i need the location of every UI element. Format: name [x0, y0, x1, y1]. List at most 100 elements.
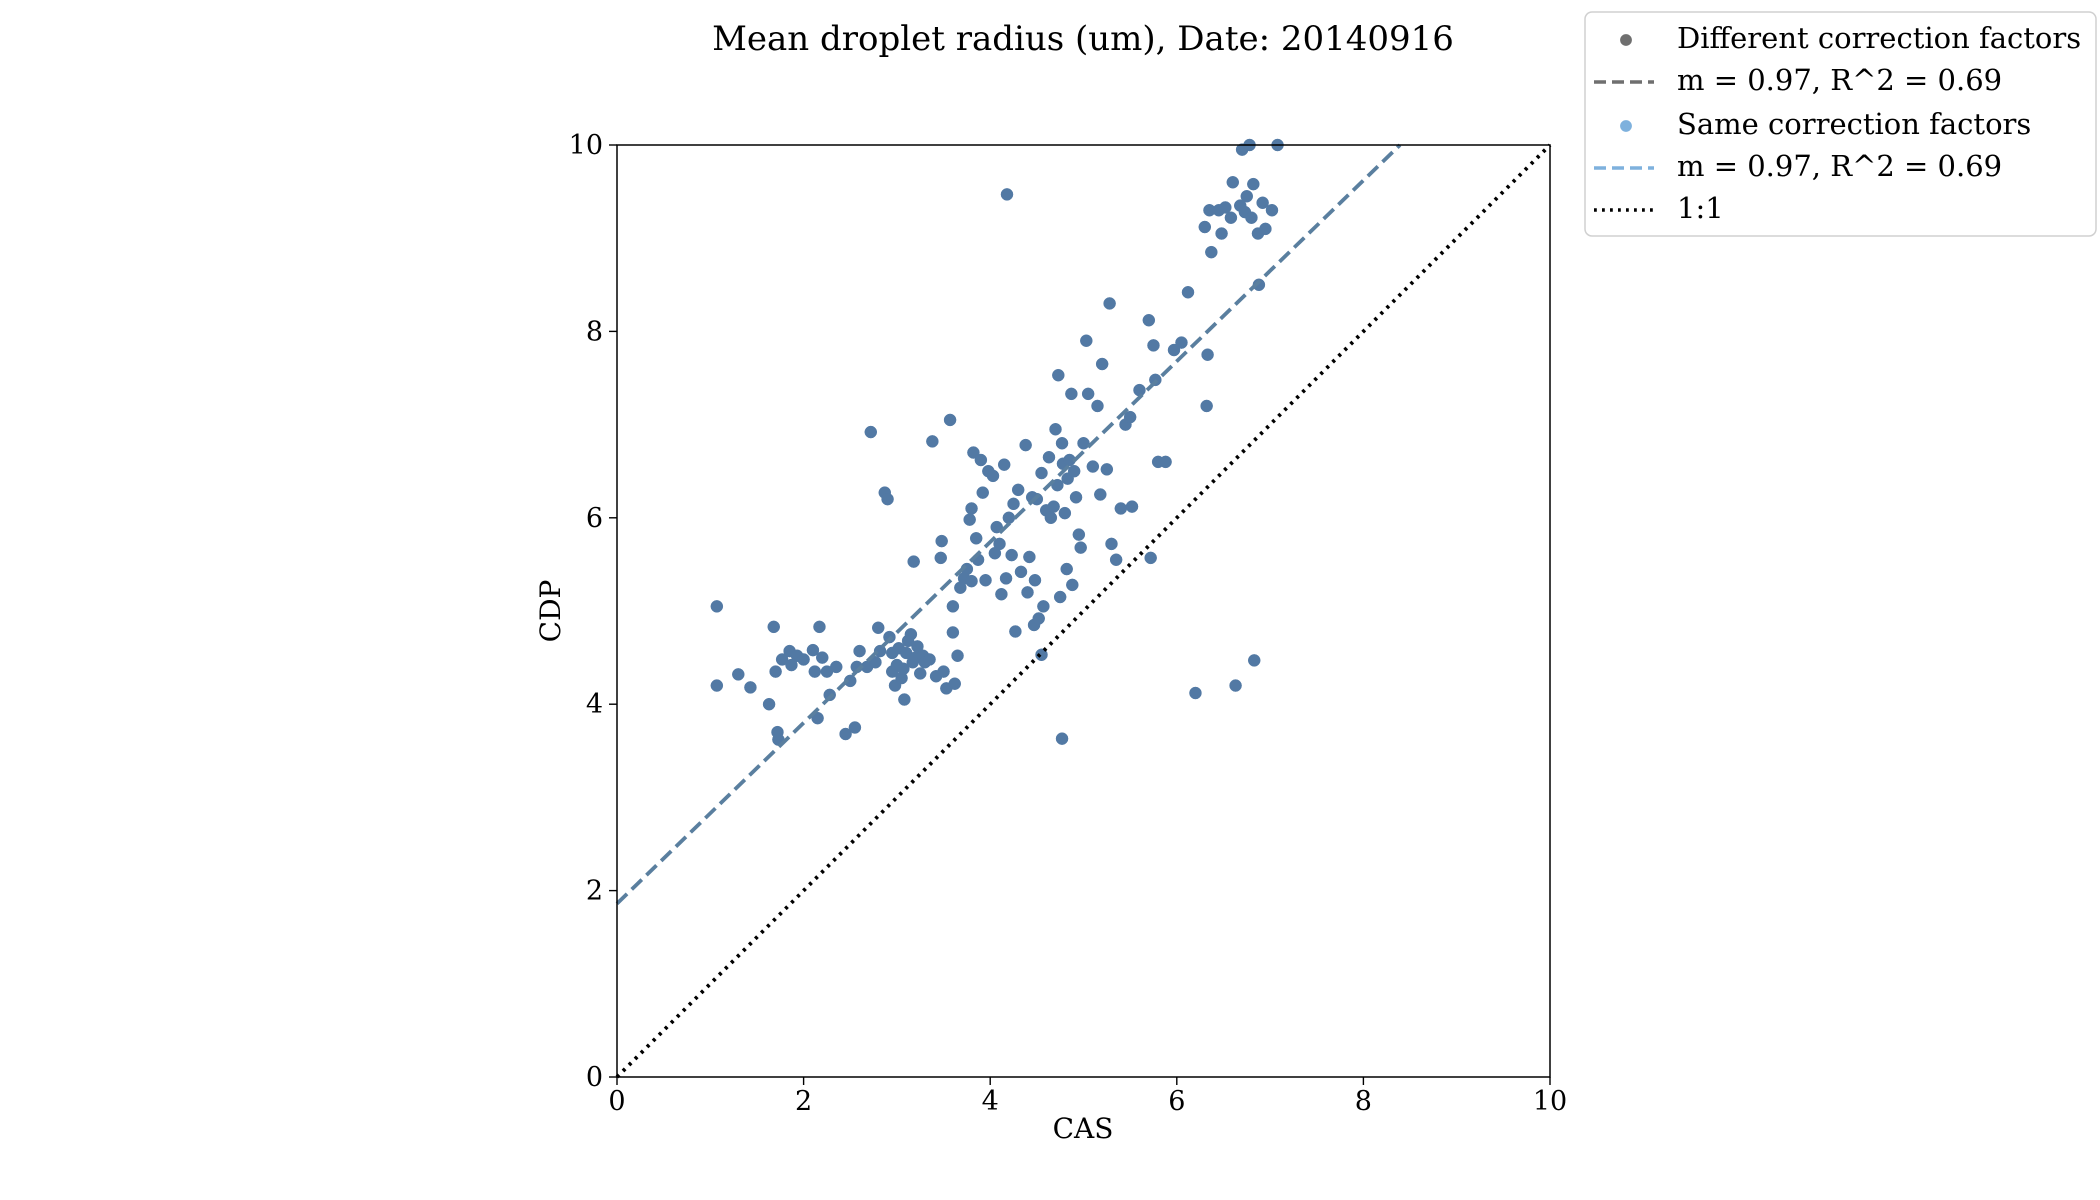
- scatter-point: [1229, 679, 1242, 692]
- scatter-point: [1072, 528, 1086, 541]
- scatter-point: [1259, 222, 1272, 236]
- scatter-point: [1067, 464, 1081, 478]
- scatter-point: [1023, 550, 1036, 564]
- scatter-point: [1047, 500, 1060, 513]
- legend-label-different-fit: m = 0.97, R^2 = 0.69: [1677, 63, 2002, 97]
- scatter-point: [948, 677, 961, 690]
- y-tick-label: 10: [569, 130, 603, 161]
- scatter-point: [937, 665, 950, 678]
- scatter-point: [1044, 511, 1058, 525]
- scatter-point: [1245, 211, 1258, 224]
- scatter-point: [897, 662, 910, 676]
- scatter-point: [1011, 483, 1025, 497]
- legend-marker-different-points: [1620, 34, 1632, 46]
- scatter-point: [1035, 466, 1048, 480]
- scatter-point: [1007, 497, 1020, 511]
- scatter-point: [1014, 565, 1028, 579]
- scatter-point: [1123, 410, 1137, 424]
- scatter-point: [853, 644, 866, 658]
- scatter-point: [762, 697, 776, 711]
- scatter-point: [969, 532, 983, 545]
- scatter-point: [997, 458, 1011, 471]
- scatter-point: [990, 520, 1003, 534]
- scatter-point: [979, 573, 992, 587]
- scatter-point: [1005, 548, 1018, 562]
- scatter-point: [1142, 313, 1156, 327]
- x-tick-label: 6: [1168, 1086, 1185, 1117]
- legend-box: [1584, 11, 2097, 237]
- y-tick-label: 0: [586, 1062, 603, 1093]
- y-tick-label: 4: [586, 689, 603, 720]
- scatter-point: [898, 693, 911, 706]
- scatter-point: [1247, 654, 1261, 667]
- scatter-point: [1066, 578, 1079, 592]
- scatter-point: [839, 727, 852, 741]
- scatter-point: [934, 551, 947, 565]
- y-axis-label: CDP: [534, 580, 567, 643]
- scatter-point: [1032, 612, 1045, 625]
- scatter-point: [769, 665, 782, 678]
- scatter-point: [1060, 562, 1073, 576]
- x-tick-label: 10: [1533, 1086, 1567, 1117]
- scatter-point: [1114, 502, 1128, 515]
- y-tick-label: 2: [586, 876, 603, 907]
- scatter-point: [1109, 553, 1123, 566]
- scatter-point: [813, 620, 826, 634]
- scatter-point: [986, 469, 1000, 483]
- scatter-point: [811, 711, 824, 725]
- scatter-point: [976, 486, 989, 499]
- scatter-point: [1167, 343, 1181, 357]
- scatter-point: [816, 651, 829, 664]
- scatter-point: [967, 446, 980, 459]
- scatter-point: [1247, 177, 1260, 191]
- scatter-point: [974, 453, 988, 467]
- scatter-point: [935, 534, 948, 548]
- legend-label-different-points: Different correction factors: [1677, 21, 2081, 55]
- scatter-point: [710, 600, 724, 613]
- scatter-point: [965, 502, 978, 515]
- plot-area-frame: [616, 144, 1551, 1078]
- scatter-point: [1181, 286, 1195, 299]
- legend-label-same-points: Same correction factors: [1677, 107, 2031, 141]
- chart-title: Mean droplet radius (um), Date: 20140916: [712, 19, 1454, 59]
- scatter-point: [1053, 590, 1067, 604]
- scatter-point: [1077, 436, 1090, 450]
- scatter-point: [1021, 586, 1034, 599]
- x-tick-label: 0: [608, 1086, 625, 1117]
- scatter-point: [830, 660, 843, 674]
- scatter-point: [871, 621, 885, 635]
- scatter-point: [767, 620, 780, 634]
- scatter-point: [1103, 297, 1116, 310]
- scatter-point: [1069, 491, 1083, 504]
- scatter-point: [1147, 339, 1160, 352]
- scatter-point: [1058, 506, 1072, 520]
- scatter-point: [785, 658, 798, 672]
- scatter-point: [1037, 600, 1050, 613]
- scatter-point: [1198, 220, 1212, 234]
- scatter-point: [1265, 203, 1279, 217]
- scatter-point: [923, 653, 936, 666]
- scatter-point: [744, 681, 757, 694]
- scatter-point: [1091, 399, 1104, 413]
- scatter-point: [710, 679, 724, 692]
- scatter-point: [869, 656, 882, 669]
- scatter-point: [946, 626, 960, 639]
- scatter-points-layer: [710, 138, 1284, 746]
- chart-legend: Different correction factors m = 0.97, R…: [1584, 11, 2097, 237]
- scatter-point: [1074, 541, 1087, 554]
- scatter-point: [1105, 537, 1118, 551]
- one-to-one-line: [615, 143, 1552, 1079]
- scatter-point: [1252, 278, 1266, 292]
- y-tick-label: 8: [586, 316, 603, 347]
- scatter-point: [1042, 450, 1056, 464]
- scatter-point: [1200, 399, 1213, 413]
- scatter-point: [1201, 348, 1214, 361]
- scatter-point: [907, 555, 920, 568]
- scatter-point: [946, 600, 960, 613]
- scatter-point: [1133, 383, 1146, 397]
- scatter-point: [864, 425, 878, 439]
- scatter-point: [1125, 500, 1139, 513]
- scatter-point: [775, 653, 789, 666]
- scatter-point: [1055, 436, 1069, 450]
